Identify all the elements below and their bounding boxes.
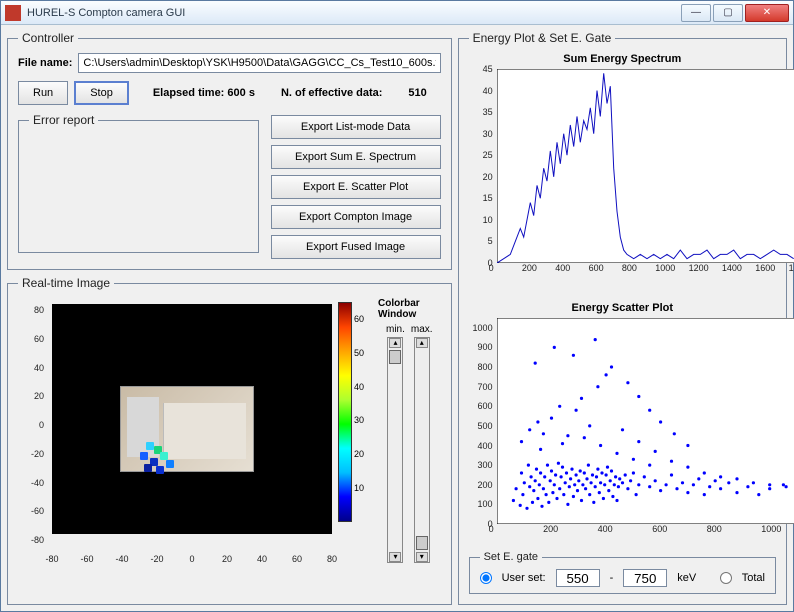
user-set-radio[interactable] [480,572,492,584]
gate-unit: keV [677,572,696,584]
export-scatter-button[interactable]: Export E. Scatter Plot [271,175,441,199]
scatter-chart: Energy Scatter Plot 01002003004005006007… [469,302,776,547]
right-pane: Energy Plot & Set E. Gate Sum Energy Spe… [458,31,787,605]
realtime-legend: Real-time Image [18,276,114,290]
window-buttons: — ▢ ✕ [681,4,789,22]
content: Controller File name: Run Stop Elapsed t… [1,25,793,611]
realtime-axes: 806040200-20-40-60-80 -80-60-40-20020406… [18,298,332,568]
neff-label: N. of effective data: [281,87,382,99]
export-buttons: Export List-mode Data Export Sum E. Spec… [271,113,441,259]
error-legend: Error report [29,113,98,127]
left-pane: Controller File name: Run Stop Elapsed t… [7,31,452,605]
compton-overlay [136,438,186,474]
spectrum-yticks: 051015202530354045 [469,69,495,263]
spectrum-xticks: 020040060080010001200140016001800 [497,263,794,277]
titlebar: HUREL-S Compton camera GUI — ▢ ✕ [1,1,793,25]
filename-row: File name: [18,53,441,73]
energy-panel: Energy Plot & Set E. Gate Sum Energy Spe… [458,31,787,605]
spectrum-chart: Sum Energy Spectrum 051015202530354045 0… [469,53,776,298]
export-spectrum-button[interactable]: Export Sum E. Spectrum [271,145,441,169]
realtime-image [52,304,332,534]
run-button[interactable]: Run [18,81,68,105]
close-button[interactable]: ✕ [745,4,789,22]
colorbar-column: 605040302010 [338,298,372,568]
scatter-yticks: 01002003004005006007008009001000 [469,318,495,524]
max-label: max. [411,324,433,335]
app-window: HUREL-S Compton camera GUI — ▢ ✕ Control… [0,0,794,612]
scatter-title: Energy Scatter Plot [469,302,776,314]
realtime-yticks: 806040200-20-40-60-80 [18,304,48,534]
minimize-button[interactable]: — [681,4,711,22]
spectrum-title: Sum Energy Spectrum [469,53,776,65]
colorbar-ticks: 605040302010 [354,302,372,522]
colorbar-sliders: min. ▴ ▾ max. ▴ [386,324,433,563]
min-label: min. [386,324,405,335]
realtime-xticks: -80-60-40-20020406080 [52,552,332,568]
realtime-body: 806040200-20-40-60-80 -80-60-40-20020406… [18,298,441,568]
gate-legend: Set E. gate [480,551,542,563]
colorbar [338,302,352,522]
error-report-panel: Error report [18,113,259,253]
maximize-button[interactable]: ▢ [713,4,743,22]
elapsed-label: Elapsed time: 600 s [153,87,255,99]
stats: Elapsed time: 600 s N. of effective data… [153,87,427,99]
spectrum-svg [497,69,794,263]
filename-label: File name: [18,57,72,69]
error-box: Error report [18,113,259,259]
stop-button[interactable]: Stop [74,81,129,105]
colorbar-title: Colorbar Window [378,298,441,320]
scatter-svg [497,318,794,524]
total-label: Total [742,572,765,584]
gate-lo-input[interactable] [556,569,600,587]
export-fused-button[interactable]: Export Fused Image [271,235,441,259]
scatter-xticks: 02004006008001000 [497,524,794,538]
filename-input[interactable] [78,53,440,73]
max-slider[interactable]: ▴ ▾ [414,337,430,563]
controller-body: Error report Export List-mode Data Expor… [18,113,441,259]
min-slider[interactable]: ▴ ▾ [387,337,403,563]
total-radio[interactable] [720,572,732,584]
run-row: Run Stop Elapsed time: 600 s N. of effec… [18,81,441,105]
energy-legend: Energy Plot & Set E. Gate [469,31,616,45]
neff-value: 510 [408,87,426,99]
controller-panel: Controller File name: Run Stop Elapsed t… [7,31,452,270]
export-listmode-button[interactable]: Export List-mode Data [271,115,441,139]
controller-legend: Controller [18,31,78,45]
app-icon [5,5,21,21]
gate-hi-input[interactable] [623,569,667,587]
window-title: HUREL-S Compton camera GUI [27,7,681,19]
gate-panel: Set E. gate User set: - keV Total [469,551,776,594]
user-set-label: User set: [502,572,546,584]
export-compton-button[interactable]: Export Compton Image [271,205,441,229]
realtime-panel: Real-time Image 806040200-20-40-60-80 -8… [7,276,452,605]
